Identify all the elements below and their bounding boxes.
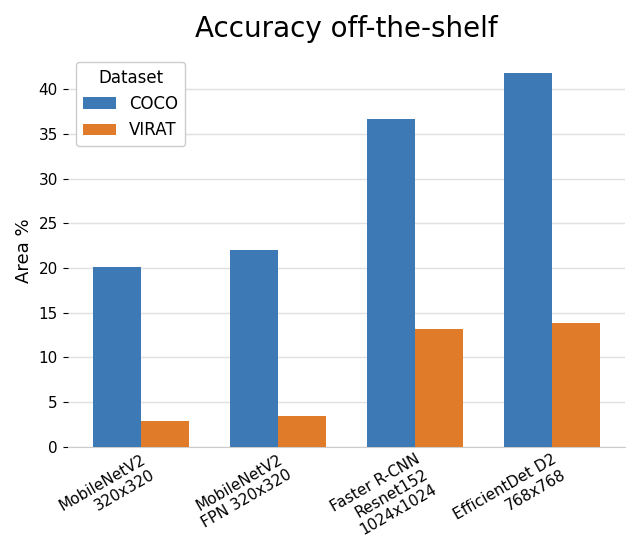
Bar	[278, 416, 326, 447]
Bar	[230, 250, 278, 447]
Bar	[367, 119, 415, 447]
Bar	[93, 267, 141, 447]
Bar	[504, 73, 552, 447]
Bar	[141, 421, 189, 447]
Y-axis label: Area %: Area %	[15, 218, 33, 283]
Legend: COCO, VIRAT: COCO, VIRAT	[76, 62, 185, 146]
Title: Accuracy off-the-shelf: Accuracy off-the-shelf	[195, 15, 498, 43]
Bar	[552, 323, 600, 447]
Bar	[415, 329, 463, 447]
